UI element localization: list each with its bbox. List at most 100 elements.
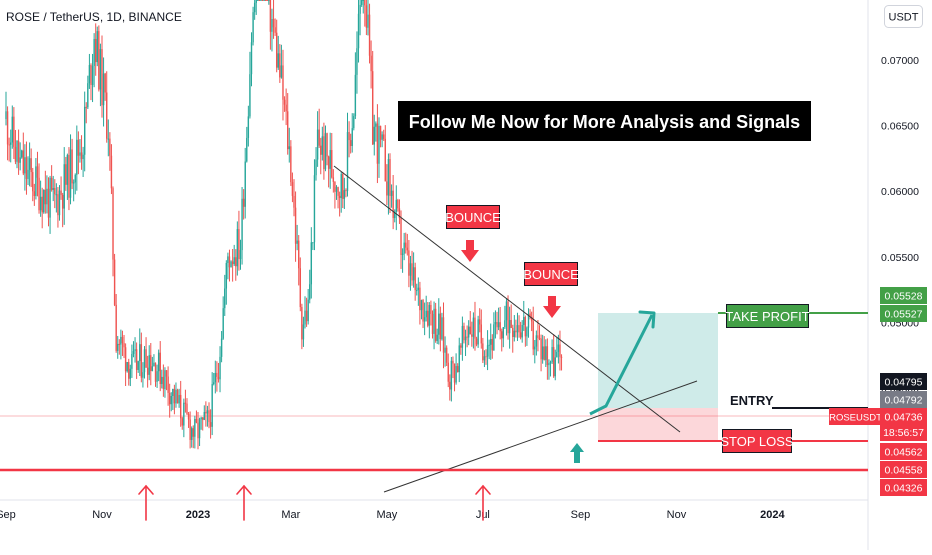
candle[interactable] bbox=[246, 126, 248, 163]
promo-banner[interactable]: Follow Me Now for More Analysis and Sign… bbox=[398, 101, 811, 141]
candle[interactable] bbox=[401, 248, 404, 273]
candle[interactable] bbox=[137, 360, 139, 373]
candle[interactable] bbox=[230, 260, 232, 268]
candle[interactable] bbox=[477, 315, 479, 348]
long-profit-zone[interactable] bbox=[598, 313, 718, 408]
candle[interactable] bbox=[211, 372, 213, 436]
candle[interactable] bbox=[282, 49, 284, 121]
candle[interactable] bbox=[529, 309, 531, 320]
candle[interactable] bbox=[381, 131, 383, 148]
candle[interactable] bbox=[206, 405, 209, 427]
candle[interactable] bbox=[93, 33, 95, 88]
candle[interactable] bbox=[301, 303, 303, 350]
candle[interactable] bbox=[277, 35, 279, 70]
candle[interactable] bbox=[398, 199, 401, 224]
candle[interactable] bbox=[54, 179, 56, 209]
candle[interactable] bbox=[11, 105, 13, 149]
candle[interactable] bbox=[541, 334, 544, 364]
candle[interactable] bbox=[219, 346, 221, 393]
candle[interactable] bbox=[197, 412, 199, 450]
candle[interactable] bbox=[464, 329, 467, 356]
candle[interactable] bbox=[299, 257, 301, 312]
candle[interactable] bbox=[512, 324, 514, 353]
candle[interactable] bbox=[198, 417, 201, 447]
candle[interactable] bbox=[552, 334, 555, 378]
candle[interactable] bbox=[39, 180, 42, 217]
candle[interactable] bbox=[205, 401, 207, 427]
candle[interactable] bbox=[501, 328, 503, 352]
candle[interactable] bbox=[540, 334, 542, 372]
candle[interactable] bbox=[466, 325, 468, 348]
candle[interactable] bbox=[460, 343, 462, 355]
candle[interactable] bbox=[102, 57, 105, 127]
candle[interactable] bbox=[121, 330, 124, 356]
symbol-title[interactable]: ROSE / TetherUS, 1D, BINANCE bbox=[6, 10, 182, 24]
candle[interactable] bbox=[287, 93, 289, 155]
candle[interactable] bbox=[33, 183, 36, 206]
candle[interactable] bbox=[302, 316, 305, 347]
time-axis[interactable]: SepNov2023MarMayJulSepNov2024 bbox=[0, 509, 786, 521]
candle[interactable] bbox=[132, 341, 135, 358]
candle[interactable] bbox=[186, 398, 188, 415]
candle[interactable] bbox=[183, 398, 185, 438]
candle[interactable] bbox=[348, 121, 350, 158]
candle[interactable] bbox=[329, 132, 331, 189]
candle[interactable] bbox=[46, 175, 48, 214]
candle[interactable] bbox=[252, 6, 254, 46]
candle[interactable] bbox=[209, 409, 212, 439]
candle[interactable] bbox=[332, 169, 335, 193]
candle[interactable] bbox=[124, 343, 127, 387]
candle[interactable] bbox=[107, 119, 109, 157]
candle[interactable] bbox=[74, 173, 76, 195]
candle[interactable] bbox=[316, 111, 319, 167]
candle[interactable] bbox=[148, 345, 150, 381]
candle[interactable] bbox=[321, 126, 324, 161]
candle[interactable] bbox=[291, 172, 294, 203]
candle[interactable] bbox=[527, 308, 530, 338]
candle[interactable] bbox=[150, 343, 152, 386]
candle[interactable] bbox=[8, 137, 10, 162]
candle[interactable] bbox=[337, 186, 339, 209]
candle[interactable] bbox=[189, 411, 191, 449]
candle[interactable] bbox=[365, 0, 368, 36]
candle[interactable] bbox=[109, 132, 111, 171]
candle[interactable] bbox=[35, 158, 37, 200]
candle[interactable] bbox=[154, 362, 157, 387]
candle[interactable] bbox=[537, 320, 539, 352]
candle[interactable] bbox=[434, 302, 437, 343]
candle[interactable] bbox=[309, 269, 311, 304]
candle[interactable] bbox=[6, 106, 9, 161]
candle[interactable] bbox=[491, 334, 493, 359]
candle[interactable] bbox=[101, 35, 103, 118]
candle[interactable] bbox=[236, 221, 239, 276]
candle[interactable] bbox=[543, 336, 545, 361]
candle[interactable] bbox=[551, 339, 553, 365]
candle[interactable] bbox=[371, 50, 374, 145]
candle[interactable] bbox=[428, 302, 431, 339]
candle[interactable] bbox=[530, 311, 533, 332]
candle[interactable] bbox=[364, 0, 366, 27]
candle[interactable] bbox=[60, 176, 62, 200]
candle[interactable] bbox=[534, 339, 536, 364]
candle[interactable] bbox=[383, 129, 385, 141]
candle[interactable] bbox=[41, 187, 43, 229]
candle[interactable] bbox=[82, 146, 84, 177]
candle[interactable] bbox=[112, 186, 114, 277]
candle[interactable] bbox=[161, 369, 163, 389]
candle[interactable] bbox=[442, 302, 445, 369]
candle[interactable] bbox=[493, 312, 495, 351]
candle[interactable] bbox=[268, 0, 270, 5]
candle[interactable] bbox=[444, 336, 446, 367]
candle[interactable] bbox=[153, 354, 155, 367]
candle[interactable] bbox=[353, 113, 355, 131]
candle[interactable] bbox=[390, 184, 393, 208]
candle[interactable] bbox=[403, 232, 405, 261]
candle[interactable] bbox=[471, 321, 473, 347]
candle[interactable] bbox=[61, 192, 64, 228]
candle[interactable] bbox=[16, 140, 18, 169]
candle[interactable] bbox=[275, 19, 278, 73]
candle[interactable] bbox=[179, 380, 182, 427]
candle[interactable] bbox=[488, 339, 490, 360]
candle[interactable] bbox=[507, 295, 509, 340]
candle[interactable] bbox=[427, 302, 429, 328]
